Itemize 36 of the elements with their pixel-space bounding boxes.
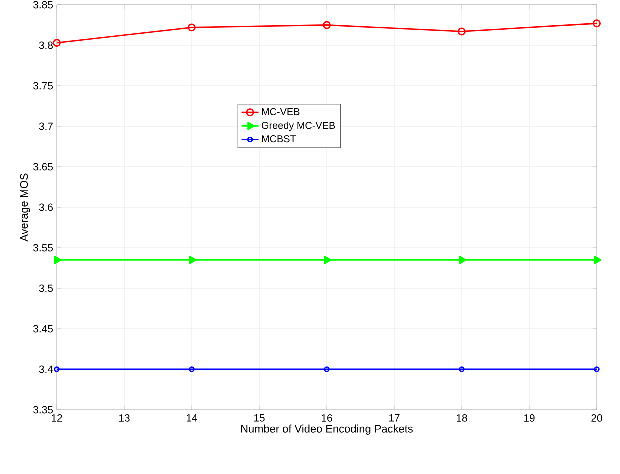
point <box>594 256 602 264</box>
x-tick-label: 13 <box>119 414 130 422</box>
y-tick-label: 3.55 <box>34 244 54 252</box>
y-tick-label: 3.85 <box>34 1 54 9</box>
x-tick-label: 19 <box>524 414 535 422</box>
point <box>458 28 466 36</box>
x-tick-label: 12 <box>52 414 62 422</box>
point <box>324 366 330 372</box>
point <box>188 24 196 32</box>
y-tick-label: 3.5 <box>39 284 54 292</box>
x-tick-label: 18 <box>456 414 468 422</box>
y-tick-label: 3.45 <box>34 325 54 333</box>
x-tick-label: 20 <box>592 414 602 422</box>
y-tick-label: 3.75 <box>34 82 54 90</box>
y-tick-label: 3.65 <box>34 163 54 171</box>
y-tick-label: 3.4 <box>39 366 54 374</box>
point <box>459 366 465 372</box>
y-axis-title: Average MOS <box>20 174 30 242</box>
x-tick-label: 14 <box>186 414 198 422</box>
point <box>323 21 331 30</box>
y-tick-label: 3.8 <box>39 42 54 50</box>
y-tick-label: 3.35 <box>34 406 54 414</box>
x-tick-label: 15 <box>254 414 265 422</box>
x-axis-title: Number of Video Encoding Packets <box>242 424 413 435</box>
point <box>54 256 62 264</box>
x-tick-label: 17 <box>389 414 400 422</box>
y-tick-label: 3.6 <box>39 204 54 212</box>
point <box>189 256 197 264</box>
legend-label: MC-VEB <box>262 108 300 116</box>
point <box>189 366 195 372</box>
legend-label: Greedy MC-VEB <box>262 122 336 132</box>
point <box>459 256 467 264</box>
legend-label: MCBST <box>262 136 296 143</box>
x-tick-label: 16 <box>322 414 332 422</box>
point <box>324 256 332 264</box>
y-tick-label: 3.7 <box>39 122 53 130</box>
